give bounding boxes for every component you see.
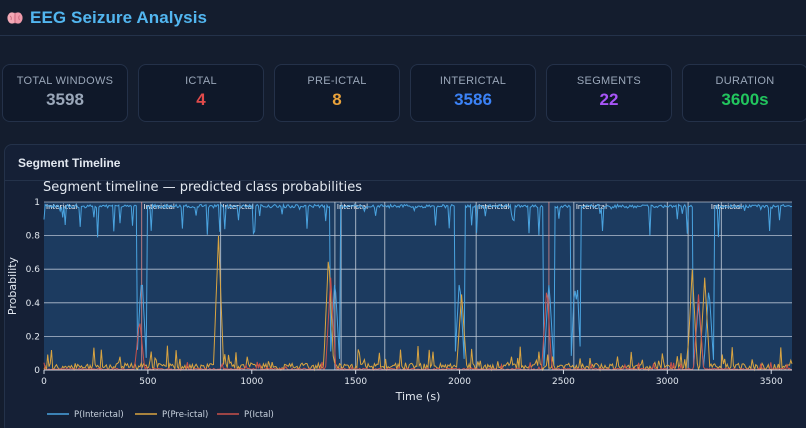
chart-legend: P(Interictal) P(Pre-ictal) P(Ictal) xyxy=(47,410,274,420)
stat-label: TOTAL WINDOWS xyxy=(16,75,114,87)
panel-header: Segment Timeline xyxy=(5,145,806,181)
stat-card-ictal: ICTAL 4 xyxy=(138,64,264,122)
panel-title: Segment Timeline xyxy=(18,155,121,170)
stat-card-total-windows: TOTAL WINDOWS 3598 xyxy=(2,64,128,122)
stat-label: ICTAL xyxy=(185,75,217,87)
chart-title: Segment timeline — predicted class proba… xyxy=(43,180,362,195)
timeline-chart[interactable]: Segment timeline — predicted class proba… xyxy=(0,180,806,428)
y-tick-label: 0.4 xyxy=(26,299,41,309)
stat-card-interictal: INTERICTAL 3586 xyxy=(410,64,536,122)
stat-card-pre-ictal: PRE-ICTAL 8 xyxy=(274,64,400,122)
stat-label: PRE-ICTAL xyxy=(307,75,367,87)
plot-area[interactable] xyxy=(44,202,792,370)
legend-label: P(Ictal) xyxy=(244,410,274,420)
x-tick-label: 0 xyxy=(41,377,47,387)
y-axis-label: Probability xyxy=(6,256,19,315)
y-tick-label: 0.2 xyxy=(26,332,40,342)
stat-card-duration: DURATION 3600s xyxy=(682,64,806,122)
stat-value: 8 xyxy=(332,90,342,109)
series-line-interictal xyxy=(43,202,793,368)
stat-value: 3586 xyxy=(454,90,492,109)
app-header: EEG Seizure Analysis xyxy=(0,0,806,36)
stats-row: TOTAL WINDOWS 3598 ICTAL 4 PRE-ICTAL 8 I… xyxy=(2,64,806,122)
segment-label: Interictal xyxy=(576,203,607,211)
legend-label: P(Pre-ictal) xyxy=(162,410,208,420)
stat-card-segments: SEGMENTS 22 xyxy=(546,64,672,122)
x-tick-label: 1500 xyxy=(344,377,367,387)
axes: 0 0.2 0.4 0.6 0.8 1 0 500 1000 1500 2000 2500 3000 35… xyxy=(26,198,792,387)
x-tick-label: 3000 xyxy=(656,377,679,387)
segment-label: Interictal xyxy=(478,203,509,211)
x-tick-label: 3500 xyxy=(760,377,783,387)
x-axis-label: Time (s) xyxy=(395,390,441,403)
stat-value: 3600s xyxy=(721,90,769,109)
x-tick-label: 2500 xyxy=(552,377,575,387)
y-tick-label: 0 xyxy=(34,366,40,376)
segment-label: Interictal xyxy=(223,203,254,211)
stat-label: DURATION xyxy=(715,75,775,87)
x-tick-label: 2000 xyxy=(448,377,471,387)
stat-label: SEGMENTS xyxy=(576,75,642,87)
y-tick-label: 1 xyxy=(34,198,40,208)
app-title: EEG Seizure Analysis xyxy=(30,7,208,27)
y-tick-label: 0.8 xyxy=(26,232,41,242)
segment-label: Interictal xyxy=(337,203,368,211)
brain-icon xyxy=(6,10,24,26)
stat-value: 3598 xyxy=(46,90,84,109)
x-tick-label: 1000 xyxy=(240,377,263,387)
y-tick-label: 0.6 xyxy=(26,265,41,275)
x-tick-label: 500 xyxy=(139,377,156,387)
legend-label: P(Interictal) xyxy=(74,410,124,420)
stat-value: 22 xyxy=(599,90,619,109)
stat-value: 4 xyxy=(196,90,206,109)
stat-label: INTERICTAL xyxy=(439,75,507,87)
